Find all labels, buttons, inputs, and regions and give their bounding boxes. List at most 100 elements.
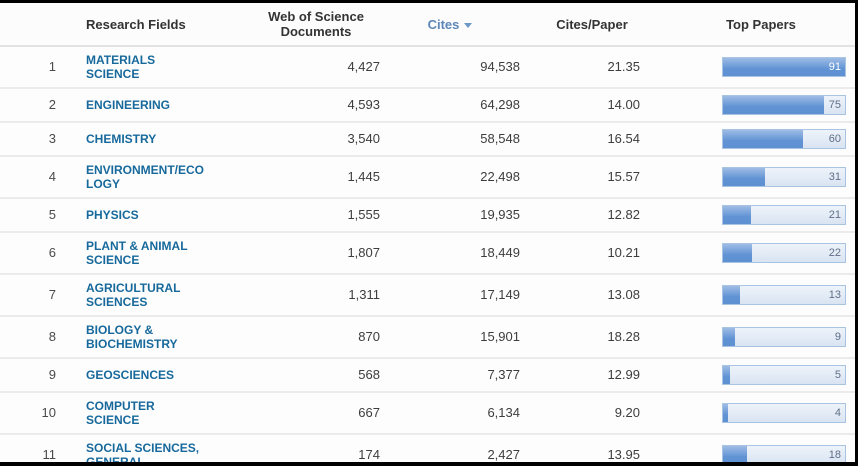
table-row: 10 COMPUTER SCIENCE 667 6,134 9.20 4	[0, 393, 855, 435]
documents-value: 870	[358, 329, 380, 344]
row-rank: 3	[48, 131, 56, 146]
table-row: 11 SOCIAL SCIENCES, GENERAL 174 2,427 13…	[0, 435, 855, 466]
top-papers-bar-fill	[723, 446, 748, 462]
top-papers-bar-value: 5	[834, 369, 841, 381]
top-papers-bar: 9	[722, 327, 846, 347]
top-papers-bar-fill	[723, 130, 804, 148]
top-papers-bar-fill	[723, 244, 753, 262]
row-rank: 7	[48, 287, 56, 302]
top-papers-bar-fill	[723, 404, 729, 422]
documents-value: 1,445	[347, 169, 380, 184]
cites-value: 7,377	[487, 367, 520, 382]
top-papers-bar-value: 75	[828, 99, 841, 111]
cites-per-paper-value: 16.54	[607, 131, 640, 146]
column-header-research-fields-label: Research Fields	[86, 16, 186, 32]
cites-value: 6,134	[487, 405, 520, 420]
table-row: 8 BIOLOGY & BIOCHEMISTRY 870 15,901 18.2…	[0, 317, 855, 359]
research-field-link[interactable]: COMPUTER SCIENCE	[86, 399, 155, 427]
documents-value: 1,555	[347, 207, 380, 222]
top-papers-bar-fill	[723, 328, 736, 346]
top-papers-bar: 91	[722, 57, 846, 77]
top-papers-bar: 18	[722, 445, 846, 462]
top-papers-bar: 13	[722, 285, 846, 305]
research-field-link[interactable]: MATERIALS SCIENCE	[86, 53, 156, 81]
top-papers-bar-value: 22	[828, 247, 841, 259]
cites-per-paper-value: 13.95	[607, 447, 640, 462]
cites-value: 19,935	[480, 207, 520, 222]
cites-value: 18,449	[480, 245, 520, 260]
row-rank: 4	[48, 169, 56, 184]
table-header: Research Fields Web of Science Documents…	[0, 3, 855, 47]
table-row: 1 MATERIALS SCIENCE 4,427 94,538 21.35 9…	[0, 47, 855, 89]
row-rank: 8	[48, 329, 56, 344]
documents-value: 4,593	[347, 97, 380, 112]
row-rank: 10	[41, 405, 56, 420]
cites-per-paper-value: 12.82	[607, 207, 640, 222]
row-rank: 11	[42, 447, 57, 462]
column-header-top-papers[interactable]: Top Papers	[722, 17, 846, 32]
column-header-cites-per-paper-label: Cites/Paper	[556, 16, 628, 32]
cites-value: 58,548	[480, 131, 520, 146]
column-header-research-fields[interactable]: Research Fields	[86, 17, 204, 32]
top-papers-bar: 60	[722, 129, 846, 149]
column-header-documents[interactable]: Web of Science Documents	[204, 9, 380, 39]
table-body: 1 MATERIALS SCIENCE 4,427 94,538 21.35 9…	[0, 47, 855, 466]
top-papers-bar: 5	[722, 365, 846, 385]
top-papers-bar-value: 21	[828, 209, 841, 221]
column-header-cites[interactable]: Cites	[380, 17, 520, 32]
cites-value: 94,538	[480, 59, 520, 74]
top-papers-bar-fill	[723, 206, 752, 224]
row-rank: 2	[48, 97, 56, 112]
top-papers-bar-value: 60	[828, 133, 841, 145]
cites-value: 17,149	[480, 287, 520, 302]
top-papers-bar-fill	[723, 286, 741, 304]
cites-per-paper-value: 10.21	[607, 245, 640, 260]
documents-value: 4,427	[347, 59, 380, 74]
top-papers-bar: 22	[722, 243, 846, 263]
research-field-link[interactable]: ENVIRONMENT/ECOLOGY	[86, 163, 205, 191]
row-rank: 1	[48, 59, 56, 74]
top-papers-bar: 21	[722, 205, 846, 225]
research-field-link[interactable]: PHYSICS	[86, 208, 139, 222]
top-papers-bar-fill	[723, 168, 765, 186]
documents-value: 174	[358, 447, 380, 462]
documents-value: 3,540	[347, 131, 380, 146]
cites-value: 64,298	[480, 97, 520, 112]
cites-per-paper-value: 9.20	[614, 405, 640, 420]
table-row: 5 PHYSICS 1,555 19,935 12.82 21	[0, 199, 855, 233]
research-field-link[interactable]: CHEMISTRY	[86, 132, 157, 146]
top-papers-bar: 4	[722, 403, 846, 423]
row-rank: 6	[48, 245, 56, 260]
research-field-link[interactable]: PLANT & ANIMAL SCIENCE	[86, 239, 188, 267]
top-papers-bar-fill	[723, 366, 730, 384]
table-row: 6 PLANT & ANIMAL SCIENCE 1,807 18,449 10…	[0, 233, 855, 275]
documents-value: 667	[358, 405, 380, 420]
research-field-link[interactable]: ENGINEERING	[86, 98, 171, 112]
top-papers-bar-value: 13	[828, 289, 841, 301]
sort-desc-icon	[464, 22, 473, 28]
cites-value: 22,498	[480, 169, 520, 184]
top-papers-bar-value: 18	[828, 449, 841, 461]
research-field-link[interactable]: SOCIAL SCIENCES, GENERAL	[86, 441, 200, 466]
cites-per-paper-value: 21.35	[607, 59, 640, 74]
top-papers-bar: 75	[722, 95, 846, 115]
top-papers-bar-fill	[723, 96, 824, 114]
cites-value: 15,901	[480, 329, 520, 344]
table-row: 2 ENGINEERING 4,593 64,298 14.00 75	[0, 89, 855, 123]
table-row: 7 AGRICULTURAL SCIENCES 1,311 17,149 13.…	[0, 275, 855, 317]
research-field-link[interactable]: GEOSCIENCES	[86, 368, 175, 382]
row-rank: 5	[48, 207, 56, 222]
cites-per-paper-value: 14.00	[607, 97, 640, 112]
column-header-cites-label: Cites	[427, 16, 460, 32]
research-field-link[interactable]: BIOLOGY & BIOCHEMISTRY	[86, 323, 178, 351]
top-papers-bar-value: 31	[828, 171, 841, 183]
top-papers-bar: 31	[722, 167, 846, 187]
top-papers-bar-value: 91	[828, 61, 841, 73]
top-papers-bar-value: 9	[834, 331, 841, 343]
top-papers-bar-value: 4	[834, 407, 841, 419]
cites-per-paper-value: 13.08	[607, 287, 640, 302]
column-header-cites-per-paper[interactable]: Cites/Paper	[520, 17, 640, 32]
table-row: 3 CHEMISTRY 3,540 58,548 16.54 60	[0, 123, 855, 157]
research-field-link[interactable]: AGRICULTURAL SCIENCES	[86, 281, 181, 309]
